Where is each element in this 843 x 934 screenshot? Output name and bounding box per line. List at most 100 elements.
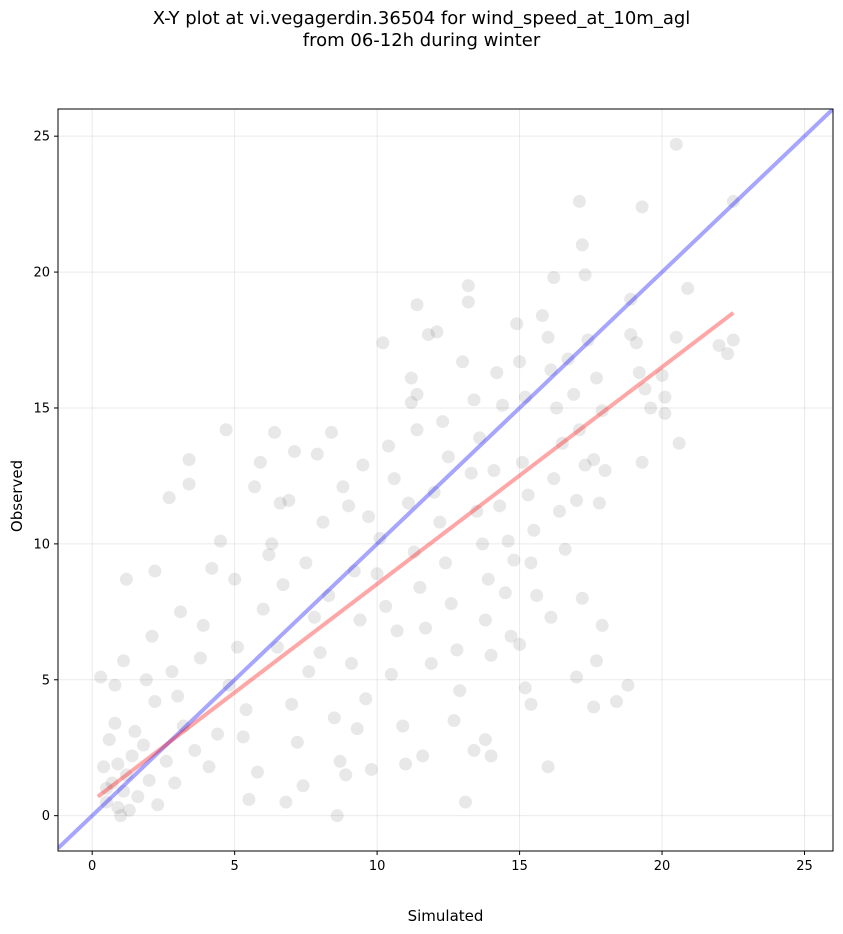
data-point [401, 496, 415, 510]
y-axis-label: Observed [8, 460, 26, 532]
data-point [501, 534, 515, 548]
chart-title-line-2: from 06-12h during winter [302, 30, 541, 51]
data-point [145, 629, 159, 643]
data-point [635, 455, 649, 469]
data-point [174, 605, 188, 619]
data-point [575, 591, 589, 605]
data-point [99, 795, 113, 809]
data-point [339, 768, 353, 782]
data-point [467, 743, 481, 757]
data-point [632, 366, 646, 380]
data-point [672, 436, 686, 450]
data-point [307, 610, 321, 624]
data-point [99, 781, 113, 795]
data-point [669, 330, 683, 344]
data-point [424, 656, 438, 670]
data-point [159, 754, 173, 768]
data-point [151, 798, 165, 812]
data-point [268, 425, 282, 439]
data-point [273, 496, 287, 510]
data-point [524, 697, 538, 711]
data-point [250, 765, 264, 779]
plot-frame [57, 108, 834, 852]
data-point [467, 393, 481, 407]
data-point [624, 292, 638, 306]
data-point [590, 371, 604, 385]
data-point [285, 697, 299, 711]
data-point [222, 678, 236, 692]
data-point [578, 458, 592, 472]
data-point [507, 553, 521, 567]
data-point [476, 537, 490, 551]
data-point [587, 700, 601, 714]
data-point [430, 325, 444, 339]
data-point [136, 738, 150, 752]
data-point [302, 665, 316, 679]
data-point [450, 643, 464, 657]
regression-line [96, 311, 735, 799]
data-point [128, 724, 142, 738]
y-tick-label: 0 [42, 809, 50, 824]
chart-title: X-Y plot at vi.vegagerdin.36504 for wind… [0, 8, 843, 52]
data-point [382, 439, 396, 453]
data-point [117, 784, 131, 798]
data-point [624, 328, 638, 342]
data-point [188, 743, 202, 757]
data-point [635, 200, 649, 214]
data-point [413, 580, 427, 594]
data-point [347, 564, 361, 578]
data-point [421, 328, 435, 342]
data-point [176, 719, 190, 733]
data-point [515, 455, 529, 469]
data-point [353, 613, 367, 627]
data-point [681, 281, 695, 295]
data-point [193, 651, 207, 665]
data-point [410, 423, 424, 437]
data-point [419, 621, 433, 635]
data-point [270, 640, 284, 654]
data-point [142, 773, 156, 787]
data-point [547, 271, 561, 285]
data-point [387, 472, 401, 486]
data-point [253, 455, 267, 469]
data-point [726, 333, 740, 347]
data-point [464, 466, 478, 480]
data-point [282, 493, 296, 507]
data-point [427, 485, 441, 499]
data-point [122, 803, 136, 817]
data-points [94, 137, 740, 823]
data-point [609, 695, 623, 709]
y-tick-label: 25 [33, 130, 50, 145]
data-point [390, 624, 404, 638]
data-point [518, 390, 532, 404]
data-point [313, 646, 327, 660]
x-tick-label: 20 [654, 859, 671, 874]
data-point [97, 760, 111, 774]
data-point [575, 238, 589, 252]
data-point [436, 415, 450, 429]
data-point [359, 692, 373, 706]
data-point [94, 670, 108, 684]
reference-lines [58, 109, 833, 850]
data-point [535, 309, 549, 323]
data-point [108, 716, 122, 730]
data-point [299, 556, 313, 570]
data-point [561, 352, 575, 366]
data-point [712, 338, 726, 352]
data-point [108, 678, 122, 692]
data-point [495, 398, 509, 412]
chart-title-line-1: X-Y plot at vi.vegagerdin.36504 for wind… [152, 8, 691, 29]
x-axis-ticks: 0 5 10 15 20 25 [88, 851, 813, 874]
data-point [544, 363, 558, 377]
data-point [248, 480, 262, 494]
data-point [530, 589, 544, 603]
data-point [513, 355, 527, 369]
data-point [558, 542, 572, 556]
data-point [336, 480, 350, 494]
data-point [265, 537, 279, 551]
data-point [399, 757, 413, 771]
data-point [404, 371, 418, 385]
data-point [373, 531, 387, 545]
data-point [550, 401, 564, 415]
data-point [342, 499, 356, 513]
